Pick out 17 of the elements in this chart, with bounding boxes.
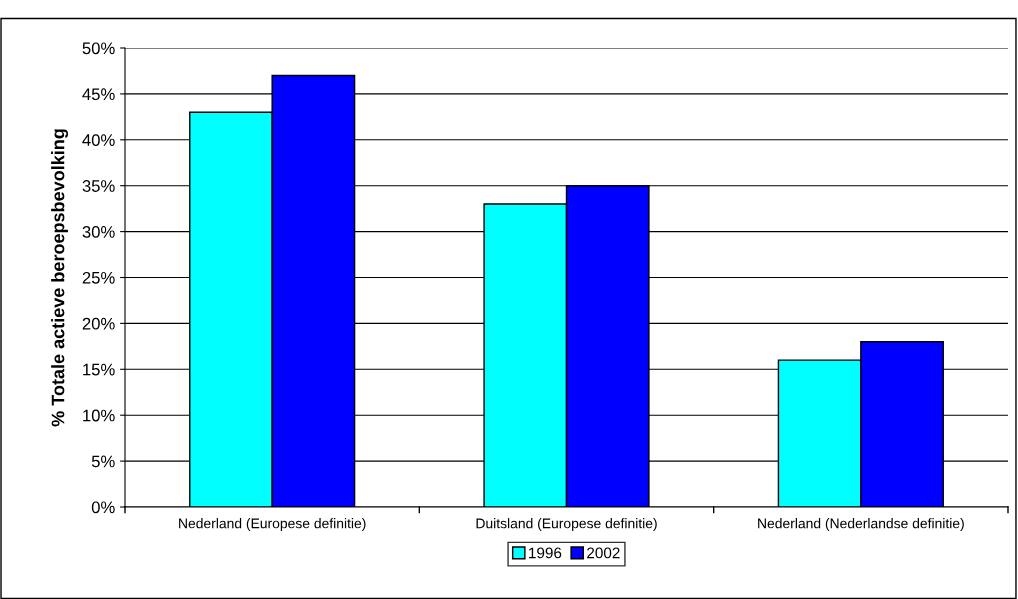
y-tick-label: 20% xyxy=(82,317,115,330)
y-tick-label: 10% xyxy=(83,409,115,422)
y-tick-label: 30% xyxy=(82,226,115,238)
y-tick-label: 45% xyxy=(82,88,115,101)
x-tick-label: Nederland (Nederlandse definitie) xyxy=(758,518,964,532)
legend-label: 2002 xyxy=(587,547,620,559)
y-tick-label: 50% xyxy=(82,42,115,55)
y-tick-label: 35% xyxy=(82,180,115,192)
x-tick-label: Duitsland (Europese definitie) xyxy=(476,518,657,532)
y-tick-label: 15% xyxy=(83,363,115,376)
x-tick-label: Nederland (Europese definitie) xyxy=(179,518,366,532)
y-axis-title: % Totale actieve beroepsbevolking xyxy=(51,129,69,427)
y-tick-label: 25% xyxy=(82,271,115,284)
y-tick-label: 40% xyxy=(82,134,115,146)
y-tick-label: 5% xyxy=(91,455,115,468)
y-tick-label: 0% xyxy=(91,501,115,514)
legend-label: 1996 xyxy=(529,547,562,559)
